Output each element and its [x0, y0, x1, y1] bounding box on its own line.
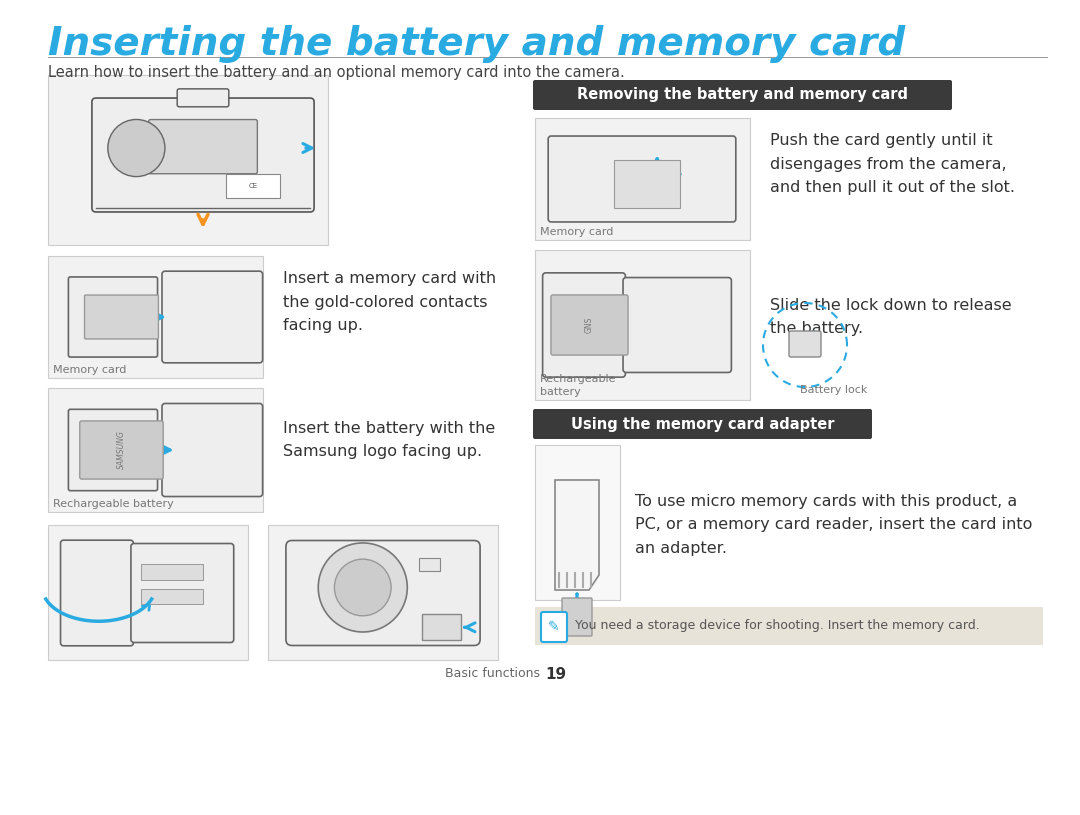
Text: Learn how to insert the battery and an optional memory card into the camera.: Learn how to insert the battery and an o…	[48, 65, 624, 80]
FancyBboxPatch shape	[535, 607, 1043, 645]
Bar	[141, 588, 203, 604]
Text: To use micro memory cards with this product, a
PC, or a memory card reader, inse: To use micro memory cards with this prod…	[635, 494, 1032, 556]
Circle shape	[108, 120, 165, 177]
FancyBboxPatch shape	[562, 598, 592, 636]
Circle shape	[335, 559, 391, 616]
FancyBboxPatch shape	[422, 615, 461, 641]
FancyBboxPatch shape	[623, 278, 731, 372]
Bar	[419, 557, 440, 570]
FancyBboxPatch shape	[789, 331, 821, 357]
Text: Slide the lock down to release
the battery.: Slide the lock down to release the batte…	[770, 297, 1012, 337]
FancyBboxPatch shape	[60, 540, 134, 645]
Bar	[141, 564, 203, 579]
FancyBboxPatch shape	[131, 544, 233, 642]
Text: CE: CE	[248, 183, 257, 188]
FancyBboxPatch shape	[68, 277, 158, 357]
FancyBboxPatch shape	[48, 256, 264, 378]
Text: Using the memory card adapter: Using the memory card adapter	[570, 416, 834, 431]
FancyBboxPatch shape	[92, 98, 314, 212]
Bar	[613, 160, 679, 208]
Text: ✎: ✎	[549, 620, 559, 634]
FancyBboxPatch shape	[535, 250, 750, 400]
FancyBboxPatch shape	[80, 421, 163, 479]
FancyBboxPatch shape	[549, 136, 735, 222]
Text: Basic functions: Basic functions	[445, 667, 540, 680]
Text: Battery lock: Battery lock	[800, 385, 867, 395]
FancyBboxPatch shape	[534, 409, 872, 439]
Text: GNS: GNS	[585, 317, 594, 333]
FancyBboxPatch shape	[226, 174, 280, 198]
Text: Memory card: Memory card	[53, 365, 126, 375]
FancyBboxPatch shape	[542, 273, 625, 377]
FancyBboxPatch shape	[149, 120, 257, 174]
FancyBboxPatch shape	[535, 118, 750, 240]
Text: Rechargeable battery: Rechargeable battery	[53, 499, 174, 509]
Text: Push the card gently until it
disengages from the camera,
and then pull it out o: Push the card gently until it disengages…	[770, 133, 1015, 195]
Circle shape	[319, 543, 407, 632]
FancyBboxPatch shape	[286, 540, 481, 645]
Polygon shape	[555, 480, 599, 590]
FancyBboxPatch shape	[48, 388, 264, 512]
Text: Insert the battery with the
Samsung logo facing up.: Insert the battery with the Samsung logo…	[283, 421, 496, 459]
FancyBboxPatch shape	[68, 409, 158, 491]
FancyBboxPatch shape	[534, 80, 951, 110]
Text: Rechargeable
battery: Rechargeable battery	[540, 374, 617, 397]
Text: Insert a memory card with
the gold-colored contacts
facing up.: Insert a memory card with the gold-color…	[283, 271, 496, 333]
Bar	[48, 57, 1048, 58]
Text: You need a storage device for shooting. Insert the memory card.: You need a storage device for shooting. …	[575, 619, 980, 632]
Text: SAMSUNG: SAMSUNG	[117, 430, 126, 469]
Text: 19: 19	[545, 667, 566, 682]
FancyBboxPatch shape	[177, 89, 229, 107]
FancyBboxPatch shape	[551, 295, 629, 355]
Text: Removing the battery and memory card: Removing the battery and memory card	[577, 87, 908, 103]
FancyBboxPatch shape	[535, 445, 620, 600]
FancyBboxPatch shape	[48, 525, 248, 660]
FancyBboxPatch shape	[84, 295, 159, 339]
Text: Memory card: Memory card	[540, 227, 613, 237]
FancyBboxPatch shape	[268, 525, 498, 660]
FancyBboxPatch shape	[162, 271, 262, 363]
FancyBboxPatch shape	[162, 403, 262, 496]
FancyBboxPatch shape	[48, 75, 328, 245]
Text: Inserting the battery and memory card: Inserting the battery and memory card	[48, 25, 905, 63]
FancyBboxPatch shape	[541, 612, 567, 642]
